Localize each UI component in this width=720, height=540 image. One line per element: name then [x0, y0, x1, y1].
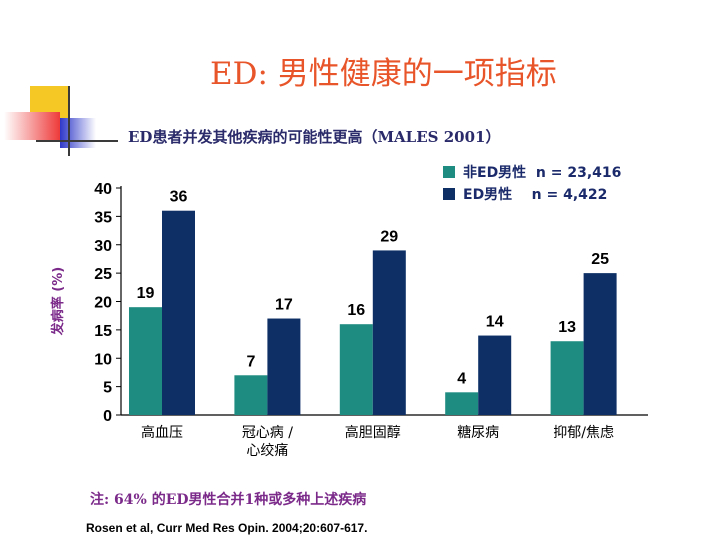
- y-tick-label: 10: [94, 351, 112, 368]
- y-tick-label: 30: [94, 238, 112, 255]
- x-tick-label: 冠心病 /: [242, 425, 293, 441]
- bar: [267, 318, 301, 415]
- bar: [339, 324, 373, 415]
- bar: [234, 375, 268, 415]
- y-tick-label: 35: [94, 209, 112, 226]
- legend-swatch: [443, 188, 455, 200]
- data-label: 7: [246, 353, 255, 370]
- y-tick-label: 15: [94, 323, 112, 340]
- legend-label: ED男性 n = 4,422: [463, 186, 607, 203]
- bar: [162, 210, 195, 415]
- bar: [478, 335, 512, 415]
- legend-label: 非ED男性 n = 23,416: [463, 164, 621, 181]
- data-label: 17: [275, 297, 293, 314]
- decor-blue-gradient: [60, 118, 96, 148]
- y-axis-label: 发病率 (%): [50, 267, 66, 336]
- bar: [129, 307, 162, 415]
- bar: [445, 392, 479, 415]
- y-tick-label: 0: [103, 408, 112, 425]
- footnote: 注: 64% 的ED男性合并1种或多种上述疾病: [90, 492, 367, 508]
- x-tick-label: 糖尿病: [457, 425, 499, 441]
- data-label: 16: [347, 302, 365, 319]
- decor-horizontal-line: [36, 140, 118, 142]
- citation: Rosen et al, Curr Med Res Opin. 2004;20:…: [86, 521, 368, 535]
- y-tick-label: 20: [94, 295, 112, 312]
- y-tick-label: 25: [94, 266, 112, 283]
- data-label: 14: [486, 314, 504, 331]
- data-label: 4: [457, 370, 466, 387]
- data-label: 13: [558, 319, 576, 336]
- x-tick-label: 心绞痛: [246, 442, 288, 459]
- x-tick-label: 高血压: [141, 424, 183, 441]
- x-tick-label: 抑郁/焦虑: [553, 425, 614, 441]
- bar: [583, 273, 617, 415]
- chart-subtitle: ED患者并发其他疾病的可能性更高（MALES 2001）: [128, 128, 501, 146]
- data-label: 19: [137, 285, 155, 302]
- decor-vertical-line: [68, 86, 70, 156]
- y-tick-label: 40: [94, 181, 112, 198]
- decor-red-gradient: [4, 112, 60, 140]
- page-title: ED: 男性健康的一项指标: [210, 56, 557, 92]
- data-label: 25: [591, 251, 609, 268]
- bar: [372, 250, 406, 415]
- data-label: 29: [380, 228, 398, 245]
- data-label: 36: [170, 189, 188, 206]
- x-tick-label: 高胆固醇: [345, 424, 401, 441]
- bar: [550, 341, 584, 415]
- y-tick-label: 5: [103, 380, 112, 397]
- legend-swatch: [443, 166, 455, 178]
